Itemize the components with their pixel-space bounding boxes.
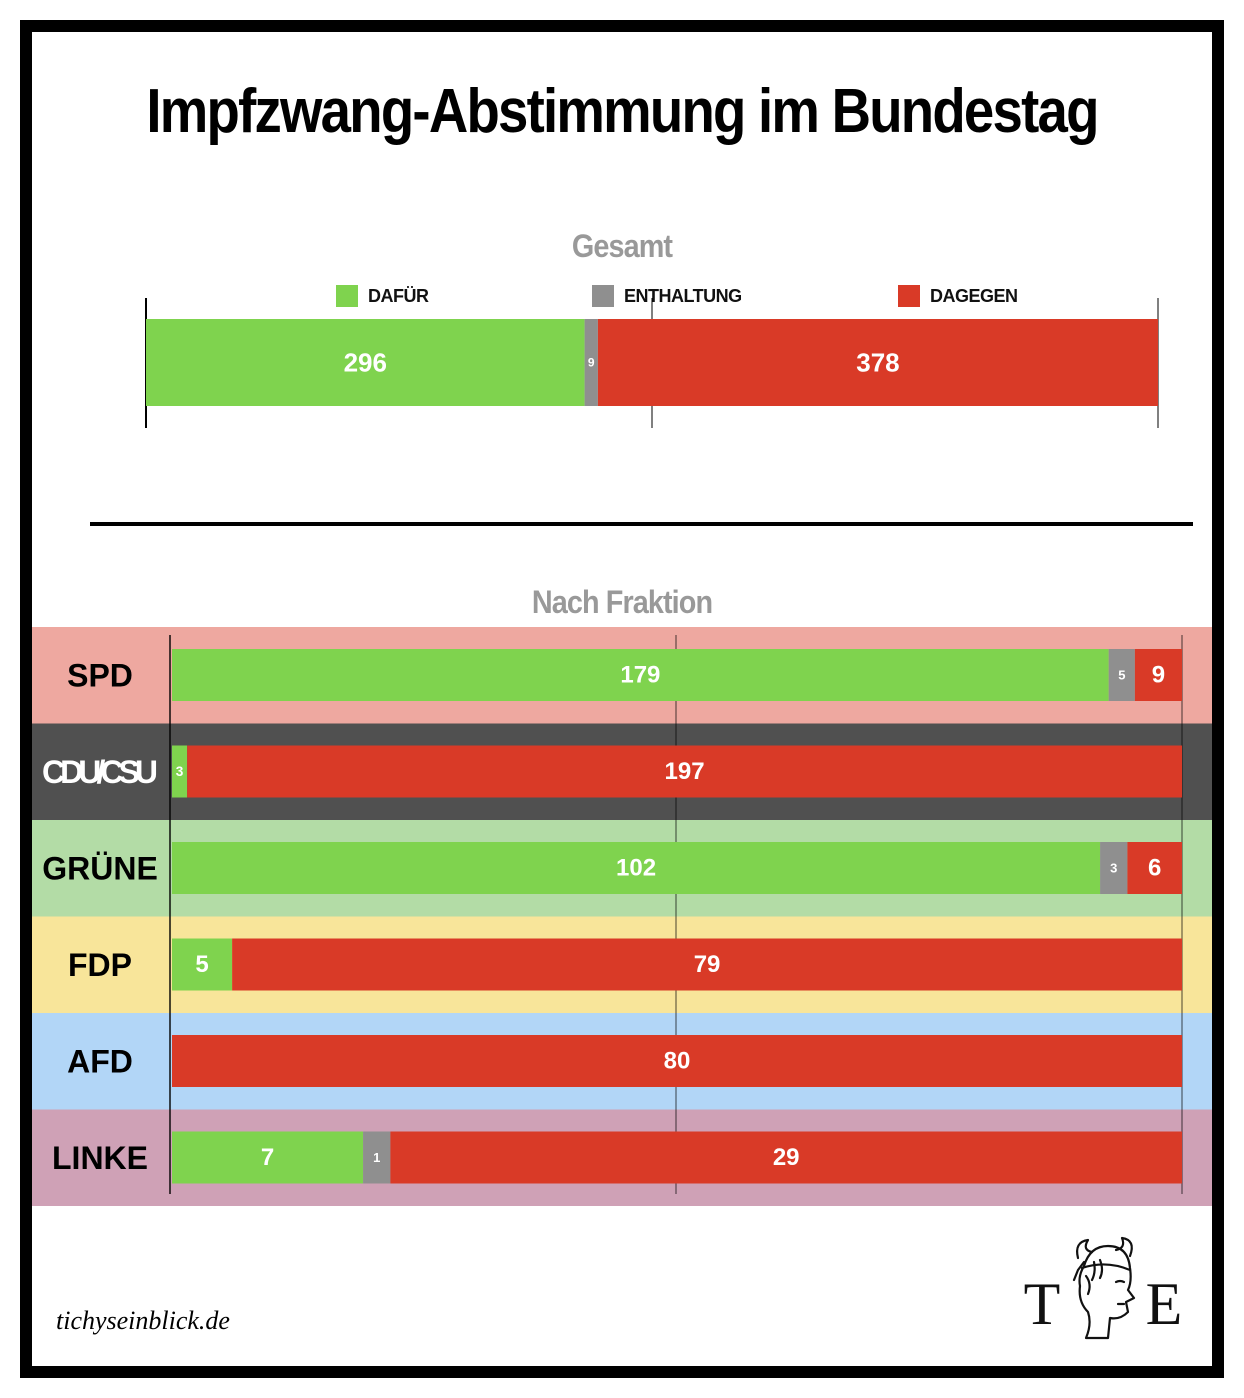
fraktion-0-value-dagegen: 9	[1152, 662, 1165, 689]
gesamt-bar-dagegen	[597, 319, 1158, 406]
gesamt-value-dagegen: 378	[856, 348, 899, 378]
legend-label-dafuer: DAFÜR	[368, 285, 429, 306]
fraktion-5-value-enthaltung: 1	[373, 1150, 380, 1165]
fraktion-5-bar-dagegen	[390, 1131, 1182, 1184]
fraktion-2-bar-dagegen	[1127, 842, 1182, 894]
gesamt-bar-dafuer	[146, 319, 585, 406]
fraktion-0-bar-enthaltung	[1108, 649, 1135, 701]
fraktion-3-bar-dagegen	[232, 938, 1183, 991]
legend-swatch-enthaltung	[592, 285, 614, 307]
fraktion-4-value-dagegen: 80	[664, 1048, 691, 1075]
fraktion-5-bar-enthaltung	[363, 1131, 391, 1184]
fraktion-2-value-dagegen: 6	[1148, 855, 1161, 882]
legend-item-enthaltung: ENTHALTUNG	[592, 282, 742, 310]
gesamt-value-dafuer: 296	[344, 348, 387, 378]
party-label: GRÜNE	[42, 850, 158, 886]
fraktion-0-value-enthaltung: 5	[1118, 668, 1125, 683]
fraktion-2-bar-enthaltung	[1100, 842, 1128, 894]
fraktion-2-bar-dafuer	[172, 842, 1101, 894]
gesamt-value-enthaltung: 9	[588, 356, 595, 370]
fraktion-4-bar-dagegen	[172, 1035, 1182, 1087]
hermes-head-icon	[1072, 1236, 1136, 1340]
fraktion-3-value-dafuer: 5	[195, 951, 208, 978]
tichys-einblick-logo: T E	[1024, 1236, 1183, 1340]
fraktion-1-value-dagegen: 197	[665, 758, 705, 785]
logo-letter-right: E	[1146, 1271, 1183, 1337]
fraktion-3-bar-dafuer	[172, 938, 233, 991]
legend-swatch-dagegen	[898, 285, 920, 307]
legend-swatch-dafuer	[336, 285, 358, 307]
fraktion-5-value-dafuer: 7	[261, 1144, 274, 1171]
fraktion-1-bar-dafuer	[172, 745, 188, 798]
party-label: FDP	[68, 947, 132, 983]
fraktion-5-bar-dafuer	[172, 1131, 364, 1184]
gesamt-bar-enthaltung	[584, 319, 598, 406]
infographic-frame: Impfzwang-Abstimmung im Bundestag Gesamt…	[20, 20, 1224, 1378]
fraktion-1-value-dafuer: 3	[176, 764, 184, 779]
legend-label-dagegen: DAGEGEN	[930, 285, 1018, 306]
gesamt-section-title: Gesamt	[571, 228, 673, 264]
legend-item-dafuer: DAFÜR	[336, 282, 429, 310]
fraktion-3-value-dagegen: 79	[694, 951, 721, 978]
party-label: AFD	[67, 1043, 133, 1079]
fraktion-0-bar-dagegen	[1134, 649, 1182, 701]
fraktion-0-bar-dafuer	[172, 649, 1109, 701]
fraktion-section-title: Nach Fraktion	[531, 584, 713, 620]
logo-letter-left: T	[1024, 1271, 1061, 1337]
page-title: Impfzwang-Abstimmung im Bundestag	[146, 77, 1099, 146]
party-label: CDU/CSU	[42, 754, 158, 790]
party-label: SPD	[67, 657, 133, 693]
fraktion-2-value-dafuer: 102	[616, 855, 656, 882]
fraktion-2-value-enthaltung: 3	[1110, 861, 1117, 876]
fraktion-1-bar-dagegen	[187, 745, 1182, 798]
legend-item-dagegen: DAGEGEN	[898, 282, 1018, 310]
party-label: LINKE	[52, 1140, 148, 1176]
fraktion-0-value-dafuer: 179	[620, 662, 660, 689]
section-divider	[90, 522, 1193, 526]
site-name: tichyseinblick.de	[56, 1306, 230, 1335]
legend-label-enthaltung: ENTHALTUNG	[624, 285, 742, 306]
fraktion-5-value-dagegen: 29	[773, 1144, 800, 1171]
